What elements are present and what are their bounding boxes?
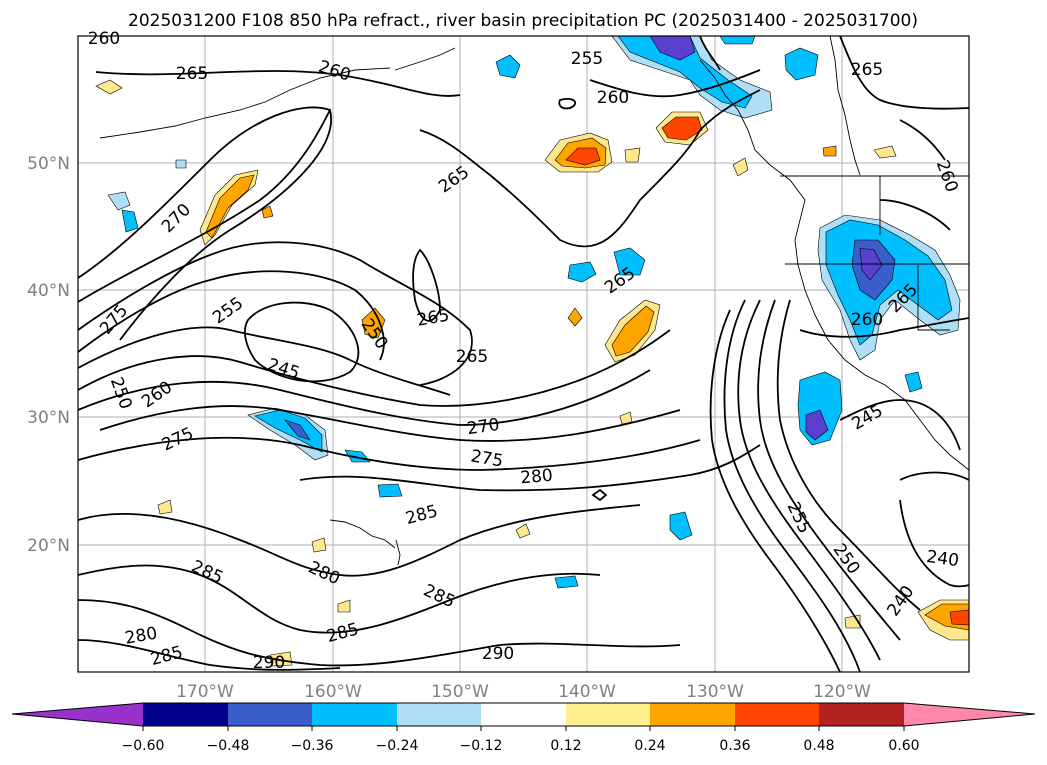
colorbar-tick-label: 0.60	[888, 738, 919, 754]
colorbar-segment	[312, 703, 397, 726]
map-panel: 260 265 260 255 260 265 260 265 270 275 …	[77, 29, 970, 673]
lon-label: 120°W	[813, 682, 871, 702]
contour-label: 290	[482, 644, 514, 664]
colorbar-tick-label: 0.12	[550, 738, 581, 754]
coastlines	[99, 35, 970, 566]
colorbar-segment	[904, 703, 1035, 726]
map-border	[77, 35, 970, 673]
lon-label: 130°W	[686, 682, 744, 702]
map-title: 2025031200 F108 850 hPa refract., river …	[128, 11, 918, 31]
lon-label: 170°W	[176, 682, 234, 702]
contour-label: 260	[597, 88, 629, 108]
colorbar-segment	[228, 703, 312, 726]
colorbar: −0.60 −0.48 −0.36 −0.24 −0.12 0.12 0.24 …	[11, 702, 1036, 754]
lat-label: 50°N	[27, 154, 70, 174]
colorbar-segment	[650, 703, 735, 726]
contour-label: 255	[571, 49, 603, 69]
colorbar-tick-label: −0.36	[291, 738, 334, 754]
contour-label: 280	[520, 466, 554, 489]
longitude-labels: 170°W 160°W 150°W 140°W 130°W 120°W	[176, 682, 871, 702]
colorbar-segment	[12, 703, 143, 726]
contour-label: 260	[88, 29, 120, 49]
lon-label: 150°W	[431, 682, 489, 702]
precip-negative-fills	[107, 35, 961, 589]
lon-label: 160°W	[304, 682, 362, 702]
contour-label: 270	[466, 415, 501, 439]
latitude-labels: 50°N 40°N 30°N 20°N	[27, 154, 70, 556]
colorbar-segment	[397, 703, 481, 726]
colorbar-tick-label: 0.48	[803, 738, 834, 754]
colorbar-segment	[481, 703, 566, 726]
colorbar-tick-label: 0.24	[634, 738, 665, 754]
colorbar-tick-label: −0.48	[207, 738, 250, 754]
lat-label: 40°N	[27, 281, 70, 301]
colorbar-segment	[735, 703, 819, 726]
lon-label: 140°W	[558, 682, 616, 702]
refractivity-contours	[77, 35, 970, 673]
colorbar-segment	[819, 703, 904, 726]
colorbar-tick-label: 0.36	[719, 738, 750, 754]
lat-label: 20°N	[27, 536, 70, 556]
colorbar-tick-label: −0.60	[122, 738, 165, 754]
contour-label: 265	[456, 347, 488, 367]
lat-label: 30°N	[27, 408, 70, 428]
colorbar-tick-label: −0.24	[376, 738, 419, 754]
contour-label: 290	[253, 653, 285, 673]
colorbar-tick-label: −0.12	[460, 738, 503, 754]
contour-label: 265	[176, 64, 208, 84]
contour-label: 260	[851, 310, 883, 330]
colorbar-segment	[566, 703, 650, 726]
colorbar-segment	[143, 703, 228, 726]
contour-label: 265	[851, 60, 883, 80]
contour-label: 240	[925, 547, 960, 571]
